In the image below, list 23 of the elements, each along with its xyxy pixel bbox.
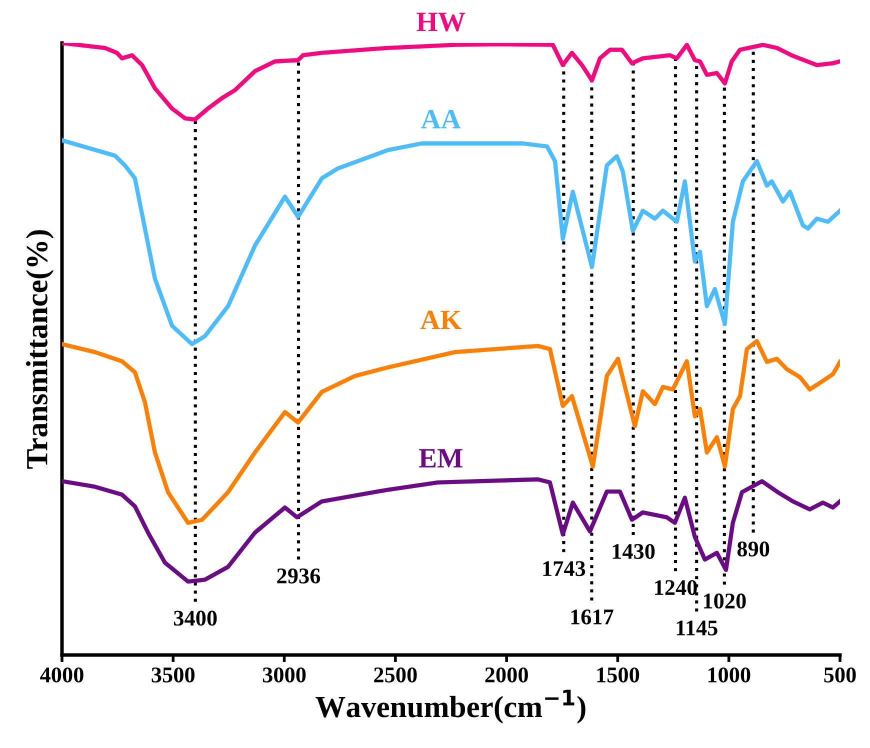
- ref-line-label: 2936: [277, 568, 320, 584]
- x-tick-label: 500: [824, 667, 856, 682]
- x-tick-label: 3000: [262, 667, 306, 682]
- ref-line-label: 890: [737, 542, 770, 557]
- ref-line-label: 1743: [543, 561, 586, 576]
- ref-line-label: 1617: [571, 610, 614, 624]
- series-label: HW: [416, 12, 466, 32]
- series-label: EM: [418, 449, 462, 468]
- x-tick-label: 2500: [374, 667, 417, 682]
- x-tick-label: 3500: [152, 667, 195, 682]
- series-label: AA: [421, 110, 461, 128]
- ref-line-label: 1430: [612, 544, 655, 559]
- series-label: AK: [420, 310, 462, 330]
- x-tick-label: 1000: [708, 667, 750, 682]
- ref-line-label: 1240: [655, 580, 697, 596]
- x-axis-title: Wavenumber(cm$^{−1}$): [316, 690, 586, 724]
- ref-line-label: 1020: [704, 594, 746, 609]
- y-axis-title: Transmittance(%): [26, 230, 54, 469]
- x-tick-label: 4000: [40, 667, 84, 682]
- x-tick-label: 1500: [597, 667, 640, 682]
- x-tick-label: 2000: [485, 667, 528, 682]
- ref-line-label: 3400: [174, 610, 217, 626]
- ref-line-label: 1145: [676, 620, 718, 636]
